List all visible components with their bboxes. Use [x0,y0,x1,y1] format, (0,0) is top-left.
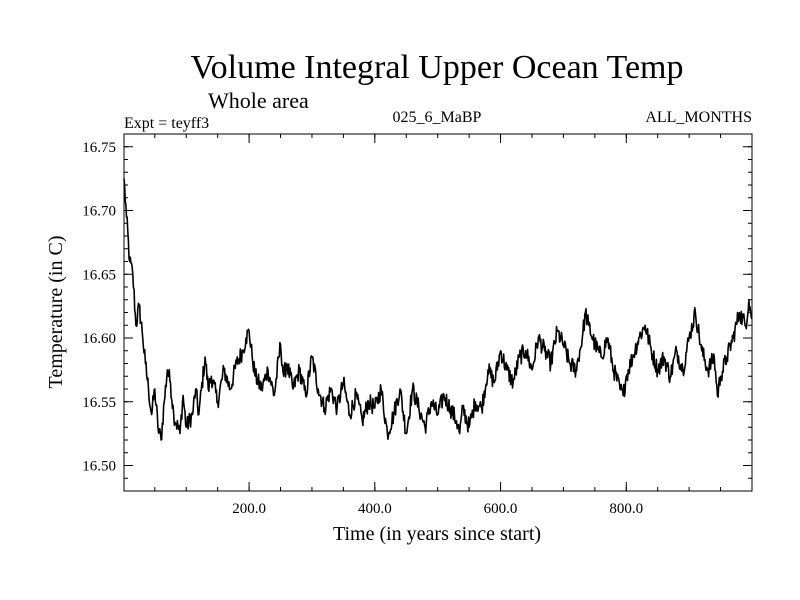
x-tick-label: 200.0 [232,501,266,517]
y-tick-label: 16.75 [82,140,116,156]
temperature-series-line [123,178,753,441]
y-tick-label: 16.55 [82,395,116,411]
y-tick-label: 16.65 [82,267,116,283]
x-axis: 200.0 400.0 600.0 800.0 [154,134,722,517]
y-tick-label: 16.60 [82,331,116,347]
months-label: ALL_MONTHS [645,109,752,126]
x-tick-label: 400.0 [358,501,392,517]
chart-subtitle: Whole area [208,88,309,113]
experiment-label: Expt = teyff3 [124,115,209,132]
y-tick-label: 16.70 [82,204,116,220]
run-label: 025_6_MaBP [393,109,482,126]
x-tick-label: 800.0 [609,501,643,517]
y-axis-label: Temperature (in C) [45,236,67,389]
chart-title: Volume Integral Upper Ocean Temp [191,49,684,86]
plot-frame [123,133,753,492]
y-tick-label: 16.50 [82,459,116,475]
y-axis: 16.50 16.55 16.60 16.65 16.70 16.75 [82,133,752,492]
x-axis-label: Time (in years since start) [333,523,541,545]
x-tick-label: 600.0 [484,501,518,517]
